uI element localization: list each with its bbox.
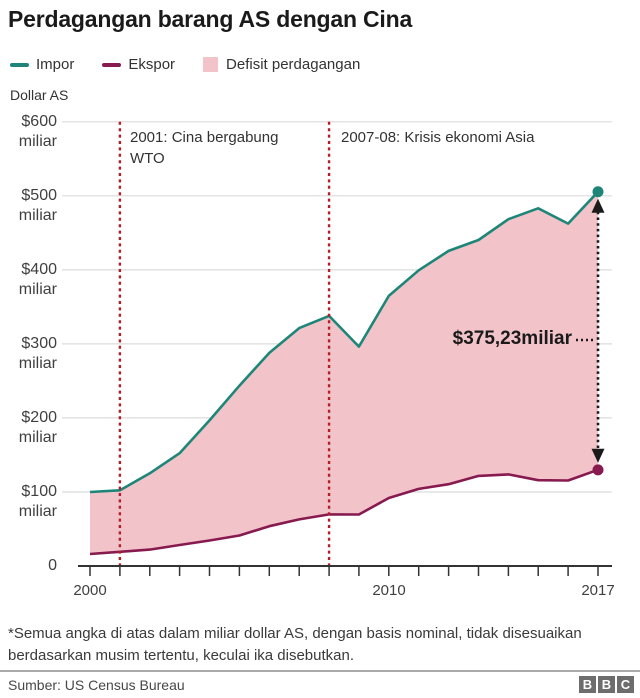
impor-endpoint-dot — [592, 186, 604, 198]
deficit-gap-arrow — [576, 198, 605, 463]
y-tick-label-300: $300 miliar — [18, 334, 57, 372]
x-tick-2000: 2000 — [73, 582, 107, 599]
legend-defisit-label: Defisit perdagangan — [226, 56, 361, 73]
impor-series-line — [89, 190, 599, 494]
page-title: Perdagangan barang AS dengan Cina — [8, 6, 413, 32]
legend-item-impor: Impor — [10, 56, 74, 73]
source-credit: Sumber: US Census Bureau — [8, 677, 185, 693]
legend-item-defisit: Defisit perdagangan — [203, 56, 360, 73]
bbc-logo: B B C — [579, 676, 634, 693]
bbc-logo-block-b2: B — [598, 676, 615, 693]
x-tick-2017: 2017 — [581, 582, 615, 599]
deficit-area — [90, 191, 598, 555]
x-axis-ticks — [89, 566, 599, 576]
y-tick-label-0: 0 — [48, 557, 57, 574]
ekspor-series-line — [89, 468, 599, 556]
wto-annotation: 2001: Cina bergabung WTO — [130, 129, 279, 167]
deficit-value-annotation: $375,23miliar — [452, 328, 572, 349]
chart-legend: Impor Ekspor Defisit perdagangan — [10, 56, 388, 73]
legend-ekspor-label: Ekspor — [128, 56, 176, 73]
x-tick-2010: 2010 — [372, 582, 406, 599]
y-tick-label-600: $600 miliar — [18, 112, 57, 150]
y-tick-label-100: $100 miliar — [18, 482, 57, 520]
y-tick-label-400: $400 miliar — [18, 260, 57, 298]
ekspor-line-swatch-icon — [102, 62, 122, 67]
y-axis-unit-label: Dollar AS — [10, 87, 69, 103]
crisis-annotation: 2007-08: Krisis ekonomi Asia — [341, 129, 535, 146]
y-tick-label-500: $500 miliar — [18, 186, 57, 224]
footer-divider — [0, 670, 640, 672]
defisit-area-swatch-icon — [203, 57, 219, 72]
impor-line-swatch-icon — [10, 62, 29, 67]
legend-item-ekspor: Ekspor — [102, 56, 175, 73]
bbc-logo-block-b1: B — [579, 676, 596, 693]
legend-impor-label: Impor — [36, 56, 75, 73]
bbc-logo-block-c: C — [617, 676, 634, 693]
ekspor-endpoint-dot — [592, 464, 604, 476]
footnote: *Semua angka di atas dalam miliar dollar… — [8, 625, 582, 664]
y-tick-label-200: $200 miliar — [18, 408, 57, 446]
